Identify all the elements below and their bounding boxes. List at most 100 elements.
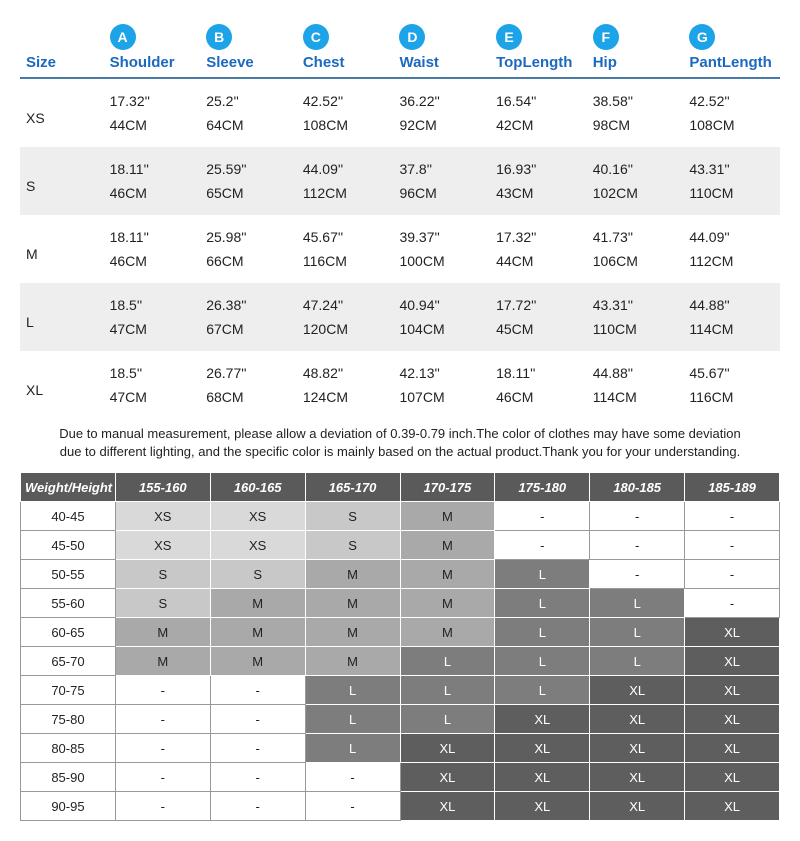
col-chest: CChest (297, 20, 394, 77)
wh-cell: - (115, 792, 210, 821)
cell-inches: 47.24'' (297, 283, 394, 317)
cell-inches: 17.72'' (490, 283, 587, 317)
wh-cell: - (685, 589, 780, 618)
table-row: XL18.5''26.77''48.82''42.13''18.11''44.8… (20, 351, 780, 385)
wh-cell: XL (495, 705, 590, 734)
wh-cell: XL (495, 734, 590, 763)
wh-cell: M (305, 589, 400, 618)
wh-cell: S (305, 502, 400, 531)
cell-inches: 37.8'' (393, 147, 490, 181)
cell-inches: 18.11'' (490, 351, 587, 385)
col-sleeve: B Sleeve (200, 20, 297, 77)
wh-cell: XL (400, 763, 495, 792)
cell-cm: 47CM (104, 385, 201, 419)
wh-cell: - (590, 560, 685, 589)
wh-cell: - (685, 531, 780, 560)
cell-inches: 18.5'' (104, 283, 201, 317)
cell-cm: 120CM (297, 317, 394, 351)
size-header: Size (20, 20, 104, 77)
wh-cell: M (400, 560, 495, 589)
wh-height-header: 155-160 (115, 473, 210, 502)
wh-cell: - (590, 531, 685, 560)
cell-inches: 18.11'' (104, 147, 201, 181)
cell-cm: 47CM (104, 317, 201, 351)
wh-cell: XL (400, 792, 495, 821)
wh-cell: XL (590, 676, 685, 705)
cell-inches: 45.67'' (683, 351, 780, 385)
table-row: M18.11''25.98''45.67''39.37''17.32''41.7… (20, 215, 780, 249)
wh-row: 70-75--LLLXLXL (21, 676, 780, 705)
cell-cm: 104CM (393, 317, 490, 351)
cell-inches: 48.82'' (297, 351, 394, 385)
measurements-header: Size A Shoulder B Sleeve CChest DWaist ETo… (20, 20, 780, 79)
wh-height-header: 170-175 (400, 473, 495, 502)
cell-inches: 16.93'' (490, 147, 587, 181)
wh-cell: - (495, 531, 590, 560)
cell-inches: 25.59'' (200, 147, 297, 181)
wh-cell: XS (115, 531, 210, 560)
wh-cell: - (115, 705, 210, 734)
cell-cm: 67CM (200, 317, 297, 351)
col-shoulder: A Shoulder (104, 20, 201, 77)
col-label: Shoulder (110, 54, 175, 71)
cell-cm: 114CM (683, 317, 780, 351)
cell-inches: 44.09'' (683, 215, 780, 249)
cell-cm: 44CM (104, 113, 201, 147)
wh-weight-label: 65-70 (21, 647, 116, 676)
cell-inches: 17.32'' (490, 215, 587, 249)
wh-cell: S (115, 589, 210, 618)
weight-height-table: Weight/Height 155-160160-165165-170170-1… (20, 472, 780, 821)
table-row: XS17.32''25.2''42.52''36.22''16.54''38.5… (20, 79, 780, 113)
cell-inches: 17.32'' (104, 79, 201, 113)
col-waist: DWaist (393, 20, 490, 77)
wh-cell: M (115, 647, 210, 676)
wh-cell: L (590, 647, 685, 676)
cell-cm: 107CM (393, 385, 490, 419)
table-row: S18.11''25.59''44.09''37.8''16.93''40.16… (20, 147, 780, 181)
badge-g: G (689, 24, 715, 50)
cell-inches: 44.88'' (683, 283, 780, 317)
col-label: Sleeve (206, 54, 254, 71)
size-label: M (20, 215, 104, 283)
wh-cell: L (590, 589, 685, 618)
wh-cell: - (115, 734, 210, 763)
cell-cm: 116CM (683, 385, 780, 419)
badge-b: B (206, 24, 232, 50)
col-pantlength: GPantLength (683, 20, 780, 77)
table-row: 46CM66CM116CM100CM44CM106CM112CM (20, 249, 780, 283)
wh-cell: - (210, 734, 305, 763)
cell-cm: 46CM (104, 249, 201, 283)
cell-inches: 18.5'' (104, 351, 201, 385)
wh-cell: L (495, 647, 590, 676)
measurement-note: Due to manual measurement, please allow … (20, 419, 780, 466)
table-row: 44CM64CM108CM92CM42CM98CM108CM (20, 113, 780, 147)
col-toplength: ETopLength (490, 20, 587, 77)
wh-cell: - (305, 792, 400, 821)
cell-cm: 112CM (683, 249, 780, 283)
wh-weight-label: 60-65 (21, 618, 116, 647)
wh-cell: L (495, 589, 590, 618)
cell-cm: 114CM (587, 385, 684, 419)
cell-inches: 39.37'' (393, 215, 490, 249)
wh-cell: L (495, 618, 590, 647)
cell-cm: 96CM (393, 181, 490, 215)
wh-height-header: 175-180 (495, 473, 590, 502)
badge-a: A (110, 24, 136, 50)
cell-inches: 36.22'' (393, 79, 490, 113)
cell-cm: 106CM (587, 249, 684, 283)
wh-weight-label: 75-80 (21, 705, 116, 734)
wh-cell: XL (685, 618, 780, 647)
wh-cell: - (210, 792, 305, 821)
badge-f: F (593, 24, 619, 50)
cell-cm: 100CM (393, 249, 490, 283)
wh-cell: S (210, 560, 305, 589)
cell-cm: 45CM (490, 317, 587, 351)
cell-inches: 41.73'' (587, 215, 684, 249)
wh-cell: M (305, 647, 400, 676)
wh-cell: S (115, 560, 210, 589)
wh-cell: XL (590, 734, 685, 763)
wh-cell: - (685, 560, 780, 589)
cell-inches: 44.09'' (297, 147, 394, 181)
wh-cell: L (400, 647, 495, 676)
cell-inches: 42.52'' (297, 79, 394, 113)
